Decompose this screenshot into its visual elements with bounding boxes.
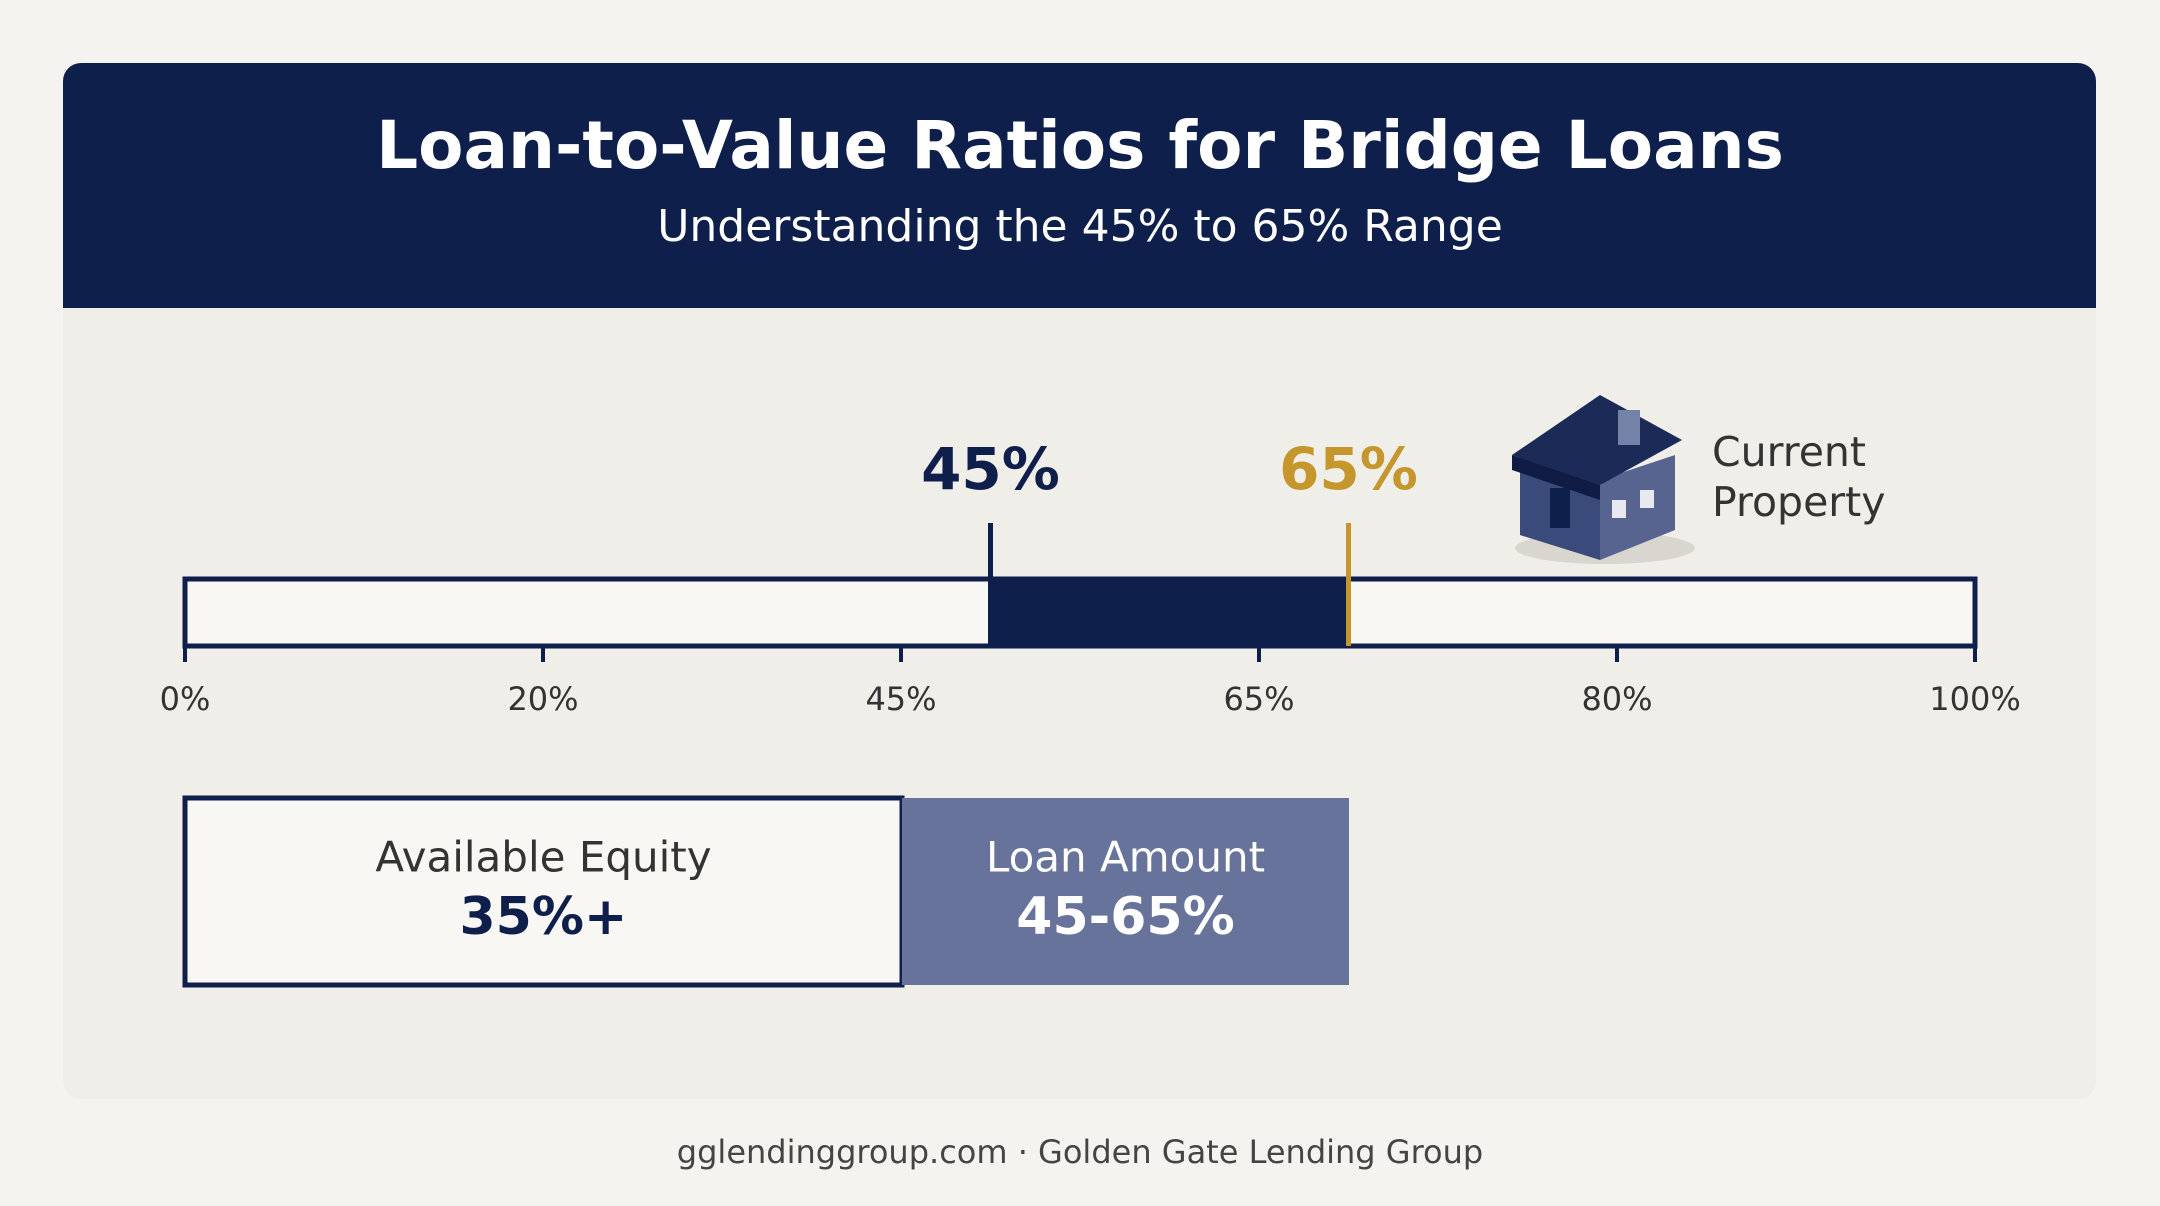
tick-label: 45% xyxy=(865,680,936,718)
header-band xyxy=(63,63,2096,308)
ltv-scale: 0% 20% 45% 65% 80% 100% 45% 65% xyxy=(160,435,2021,718)
ltv-range xyxy=(990,579,1349,646)
box-label: Loan Amount xyxy=(986,833,1265,882)
property-label: Current Property xyxy=(1712,428,1886,526)
box-value: 45-65% xyxy=(1016,887,1234,947)
tick-label: 20% xyxy=(507,680,578,718)
subtitle: Understanding the 45% to 65% Range xyxy=(657,201,1503,252)
tick-label: 65% xyxy=(1223,680,1294,718)
title: Loan-to-Value Ratios for Bridge Loans xyxy=(376,107,1784,184)
box-value: 35%+ xyxy=(459,887,627,947)
tick-label: 0% xyxy=(160,680,211,718)
tick-label: 80% xyxy=(1581,680,1652,718)
house-icon xyxy=(1512,395,1695,564)
marker-label: 65% xyxy=(1279,435,1418,503)
box xyxy=(182,795,905,988)
footer: gglendinggroup.com · Golden Gate Lending… xyxy=(677,1133,1483,1171)
box xyxy=(902,798,1349,985)
marker-label: 45% xyxy=(921,435,1060,503)
box-label: Available Equity xyxy=(375,833,711,882)
tick-label: 100% xyxy=(1929,680,2020,718)
boxes: Available Equity 35%+ Loan Amount 45-65% xyxy=(182,795,1349,988)
